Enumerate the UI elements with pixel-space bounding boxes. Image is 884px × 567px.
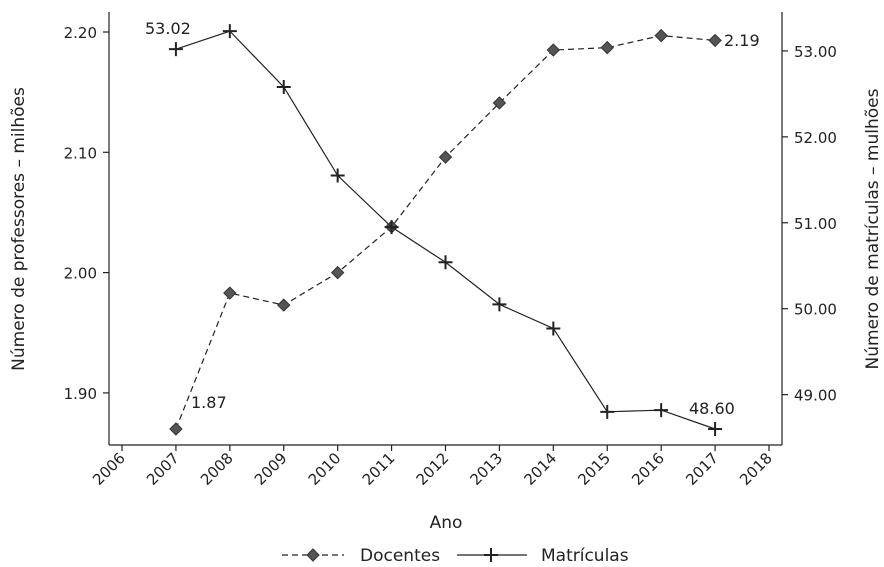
data-point-docentes bbox=[169, 422, 183, 436]
x-tick-label: 2011 bbox=[359, 449, 399, 489]
annotation-docentes-last: 2.19 bbox=[724, 31, 760, 50]
data-point-matriculas bbox=[438, 255, 453, 270]
data-point-matriculas bbox=[384, 220, 399, 235]
y-axis-right-ticks: 49.00 50.00 51.00 52.00 53.00 bbox=[782, 43, 837, 405]
data-point-matriculas bbox=[276, 79, 291, 94]
x-tick-label: 2016 bbox=[628, 449, 668, 489]
x-tick-label: 2012 bbox=[413, 449, 453, 489]
data-point-docentes bbox=[223, 286, 237, 300]
legend-docentes-label: Docentes bbox=[360, 546, 440, 566]
data-point-docentes bbox=[708, 33, 722, 48]
y-right-tick-label: 53.00 bbox=[794, 43, 837, 61]
legend-item-matriculas: Matrículas bbox=[457, 546, 629, 566]
legend-item-docentes: Docentes bbox=[282, 546, 440, 566]
data-point-matriculas bbox=[168, 42, 183, 57]
y-right-tick-label: 52.00 bbox=[794, 129, 837, 147]
data-point-matriculas bbox=[600, 404, 615, 419]
data-point-docentes bbox=[277, 298, 291, 312]
x-axis-title: Ano bbox=[430, 513, 463, 533]
data-point-matriculas bbox=[492, 297, 507, 312]
series-layer bbox=[168, 24, 723, 436]
data-point-docentes bbox=[546, 43, 561, 57]
data-point-docentes bbox=[654, 28, 668, 43]
y-left-tick-label: 2.00 bbox=[64, 265, 97, 283]
y-right-tick-label: 49.00 bbox=[794, 387, 837, 405]
data-point-docentes bbox=[492, 96, 507, 110]
plot-frame bbox=[108, 12, 783, 446]
x-tick-label: 2006 bbox=[89, 449, 129, 489]
x-tick-label: 2013 bbox=[467, 449, 507, 489]
annotation-matriculas-last: 48.60 bbox=[689, 399, 735, 418]
x-tick-label: 2014 bbox=[520, 449, 560, 489]
data-point-matriculas bbox=[546, 321, 561, 336]
data-point-docentes bbox=[330, 265, 345, 280]
x-tick-label: 2010 bbox=[305, 449, 345, 489]
annotation-matriculas-first: 53.02 bbox=[145, 19, 191, 38]
x-tick-label: 2015 bbox=[574, 449, 614, 489]
data-point-matriculas bbox=[654, 403, 669, 418]
x-tick-label: 2018 bbox=[736, 449, 776, 489]
legend-docentes-marker bbox=[306, 548, 320, 562]
x-tick-label: 2009 bbox=[251, 449, 291, 489]
data-point-docentes bbox=[438, 150, 453, 164]
data-point-matriculas bbox=[708, 422, 723, 436]
data-point-docentes bbox=[600, 40, 614, 55]
y-left-tick-label: 2.20 bbox=[64, 24, 97, 42]
data-point-matriculas bbox=[222, 24, 237, 39]
data-point-matriculas bbox=[330, 168, 345, 183]
y-axis-left-ticks: 1.90 2.00 2.10 2.20 bbox=[64, 24, 109, 403]
x-tick-label: 2017 bbox=[682, 449, 722, 489]
legend: Docentes Matrículas bbox=[282, 546, 629, 566]
x-tick-label: 2008 bbox=[197, 449, 237, 489]
y-left-tick-label: 1.90 bbox=[64, 385, 97, 403]
series-line-matriculas bbox=[175, 30, 716, 430]
series-line-docentes bbox=[175, 35, 716, 430]
y-axis-left-title: Número de professores – milhões bbox=[9, 87, 29, 371]
y-right-tick-label: 50.00 bbox=[794, 301, 837, 319]
legend-matriculas-label: Matrículas bbox=[541, 546, 629, 566]
annotation-docentes-first: 1.87 bbox=[191, 393, 227, 412]
legend-matriculas-marker bbox=[484, 548, 498, 562]
x-axis-ticks: 2006 2007 2008 2009 2010 2011 2012 2013 2014 2015… bbox=[89, 445, 776, 489]
y-axis-right-title: Número de matrículas – mulhões bbox=[863, 88, 883, 369]
y-right-tick-label: 51.00 bbox=[794, 215, 837, 233]
y-left-tick-label: 2.10 bbox=[64, 144, 97, 162]
x-tick-label: 2007 bbox=[143, 449, 183, 489]
